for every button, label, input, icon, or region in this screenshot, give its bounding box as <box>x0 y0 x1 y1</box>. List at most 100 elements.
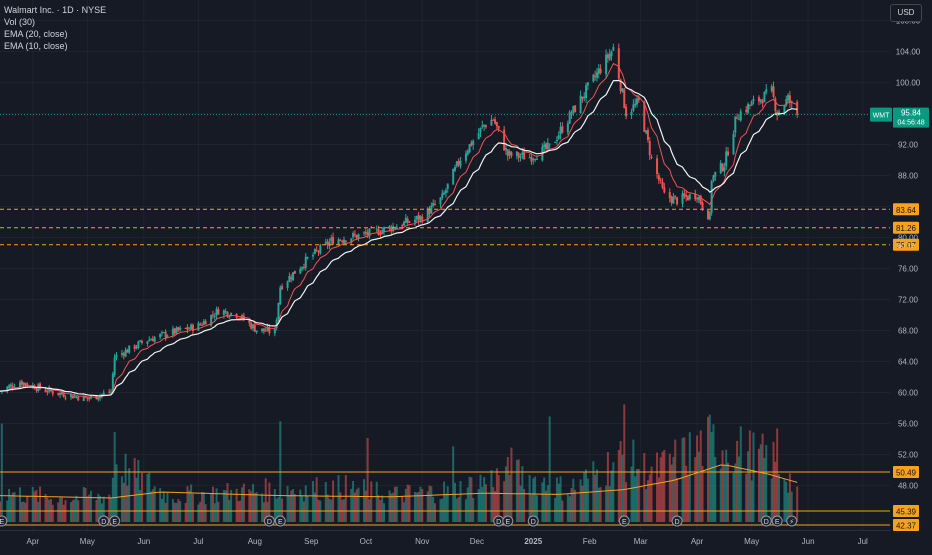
candle-body-226 <box>574 105 577 113</box>
candle-body-161 <box>408 221 411 223</box>
volume-bar-3 <box>8 488 11 522</box>
time-tick-may: May <box>744 537 759 546</box>
volume-bar-116 <box>293 493 296 522</box>
event-marker-0[interactable] <box>0 515 8 527</box>
volume-bar-236 <box>599 487 602 522</box>
candle-body-21 <box>51 391 54 394</box>
time-axis-bg[interactable] <box>0 530 890 550</box>
candle-body-2 <box>6 386 9 391</box>
level-label-3: 50.49 <box>896 469 917 478</box>
candle-body-33 <box>84 396 87 398</box>
event-marker-6[interactable] <box>502 515 514 527</box>
volume-bar-143 <box>364 490 367 522</box>
candle-body-143 <box>364 231 367 234</box>
candle-body-150 <box>381 230 384 235</box>
volume-bar-60 <box>151 489 154 522</box>
ema10-indicator-label[interactable]: EMA (10, close) <box>4 41 68 51</box>
volume-bar-301 <box>765 445 768 522</box>
event-markers[interactable]: E D E D E D E D E D D E ⚡ <box>0 515 798 527</box>
candle-body-156 <box>395 226 398 230</box>
candle-body-41 <box>102 392 105 395</box>
candle-body-260 <box>661 181 664 188</box>
event-marker-12[interactable] <box>786 515 798 527</box>
candle-body-309 <box>787 94 790 101</box>
currency-button[interactable]: USD <box>890 4 922 22</box>
event-marker-1[interactable] <box>98 515 110 527</box>
price-tick-8: 76.00 <box>898 264 919 273</box>
event-marker-10[interactable] <box>760 515 772 527</box>
price-tick-10: 68.00 <box>898 327 919 336</box>
candle-body-240 <box>610 51 613 56</box>
event-marker-7[interactable] <box>527 515 539 527</box>
candle-body-183 <box>466 151 469 155</box>
event-marker-2[interactable] <box>109 515 121 527</box>
volume-bar-7 <box>19 487 22 522</box>
candle-body-254 <box>646 129 649 140</box>
candle-body-28 <box>71 395 74 399</box>
candle-body-66 <box>166 335 169 338</box>
volume-bar-156 <box>395 486 398 522</box>
volume-bar-194 <box>494 491 497 522</box>
symbol-title[interactable]: Walmart Inc. · 1D · NYSE <box>4 5 107 15</box>
horizontal-levels[interactable] <box>0 208 890 526</box>
candle-body-197 <box>503 129 506 151</box>
candle-body-106 <box>268 327 271 334</box>
candle-body-169 <box>430 205 433 214</box>
event-marker-11[interactable] <box>771 515 783 527</box>
volume-bar-144 <box>366 438 369 522</box>
candle-body-144 <box>366 232 369 235</box>
candle-body-303 <box>772 86 775 97</box>
candle-body-194 <box>494 119 497 124</box>
volume-bar-153 <box>390 493 393 522</box>
volume-bar-275 <box>699 430 702 522</box>
volume-bar-217 <box>554 497 557 522</box>
candle-body-275 <box>699 195 702 204</box>
candle-body-93 <box>237 318 240 320</box>
volume-bar-185 <box>470 477 473 522</box>
volume-bar-220 <box>559 476 562 522</box>
volume-bar-166 <box>421 488 424 522</box>
volume-indicator-label[interactable]: Vol (30) <box>4 17 36 27</box>
volume-bar-226 <box>574 489 577 522</box>
candle-body-103 <box>262 328 265 332</box>
candle-body-172 <box>439 197 442 205</box>
volume-bar-173 <box>441 498 444 522</box>
volume-bars <box>0 404 799 522</box>
candle-body-166 <box>421 216 424 223</box>
volume-bar-72 <box>184 502 187 522</box>
volume-bar-58 <box>148 472 151 522</box>
candle-body-225 <box>572 105 575 114</box>
price-axis-bg[interactable] <box>890 0 932 550</box>
candle-body-56 <box>140 340 143 343</box>
volume-bar-35 <box>88 494 91 522</box>
event-marker-8[interactable] <box>618 515 630 527</box>
candle-body-97 <box>248 320 251 324</box>
event-marker-9[interactable] <box>671 515 683 527</box>
event-marker-4[interactable] <box>274 515 286 527</box>
candle-body-152 <box>388 226 391 229</box>
candle-body-70 <box>177 327 180 331</box>
volume-bar-36 <box>90 490 93 522</box>
volume-bar-212 <box>541 482 544 522</box>
volume-bar-193 <box>492 487 495 522</box>
candle-body-170 <box>432 203 435 206</box>
volume-bar-43 <box>110 497 113 522</box>
ema20-indicator-label[interactable]: EMA (20, close) <box>4 29 68 39</box>
candle-body-158 <box>403 221 406 226</box>
candle-body-213 <box>543 144 546 148</box>
volume-bar-131 <box>332 480 335 522</box>
price-tick-11: 64.00 <box>898 358 919 367</box>
volume-bar-184 <box>468 476 471 522</box>
volume-bar-214 <box>545 490 548 522</box>
time-axis-ticks: Apr May Jun Jul Aug Sep Oct Nov Dec 2025 Feb Mar Apr… <box>27 537 868 546</box>
time-tick-may: May <box>80 537 95 546</box>
candle-body-149 <box>379 233 382 235</box>
ema20-line <box>0 79 798 397</box>
event-marker-3[interactable] <box>263 515 275 527</box>
candle-body-64 <box>162 332 165 334</box>
volume-bar-46 <box>115 464 118 522</box>
volume-bar-6 <box>13 492 16 522</box>
